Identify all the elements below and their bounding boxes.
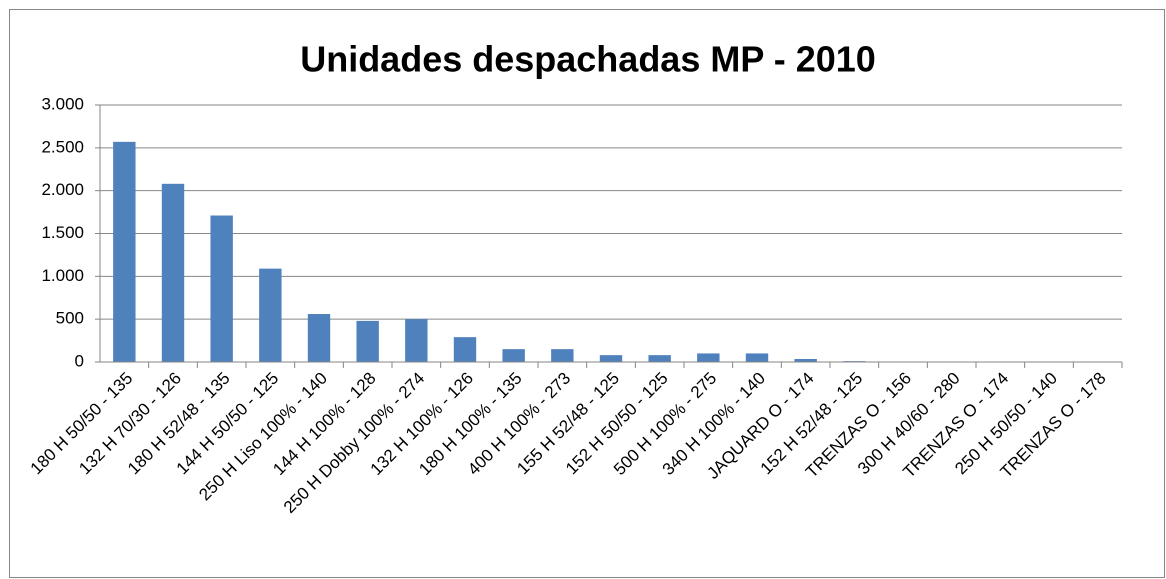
chart-border — [9, 9, 1165, 578]
bar — [794, 359, 817, 362]
chart-title: Unidades despachadas MP - 2010 — [300, 39, 876, 80]
bar — [259, 268, 282, 362]
y-tick-label: 1.500 — [41, 223, 84, 242]
y-tick-label: 2.000 — [41, 180, 84, 199]
bar — [745, 353, 769, 362]
bar — [551, 349, 574, 362]
bar — [210, 215, 233, 362]
bar — [307, 314, 331, 362]
bar — [405, 319, 428, 362]
y-tick-label: 500 — [56, 309, 84, 328]
bar — [356, 320, 379, 362]
y-tick-label: 2.500 — [41, 137, 84, 156]
bar — [502, 349, 525, 362]
y-tick-label: 3.000 — [41, 94, 84, 113]
bar — [161, 183, 185, 362]
y-tick-label: 1.000 — [41, 266, 84, 285]
bar — [453, 337, 477, 362]
bar — [697, 353, 720, 362]
y-tick-label: 0 — [75, 351, 84, 370]
bar — [599, 355, 623, 362]
bar — [113, 141, 136, 362]
bar — [648, 355, 671, 362]
